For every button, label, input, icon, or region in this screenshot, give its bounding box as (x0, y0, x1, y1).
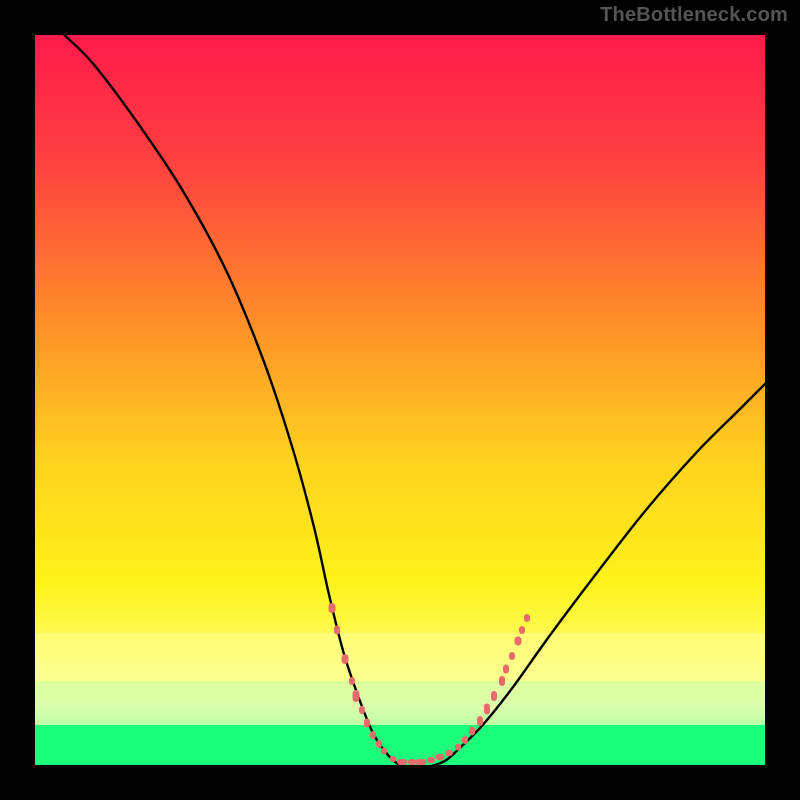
data-marker (342, 654, 349, 664)
data-marker (484, 703, 490, 714)
data-marker (499, 676, 505, 686)
data-marker (334, 625, 340, 634)
data-marker (469, 726, 475, 735)
data-marker (359, 706, 365, 714)
data-marker (349, 677, 355, 685)
data-marker (509, 652, 515, 660)
data-marker (353, 690, 360, 702)
curve-path (64, 35, 767, 767)
data-marker (416, 759, 427, 765)
data-marker (376, 740, 382, 748)
plot-area (33, 33, 767, 767)
data-marker (462, 736, 468, 744)
data-marker (524, 614, 530, 622)
data-marker (455, 743, 461, 750)
attribution-text: TheBottleneck.com (600, 4, 788, 27)
data-marker (436, 754, 445, 760)
data-marker (408, 759, 416, 765)
data-marker (519, 626, 525, 634)
data-marker (329, 603, 336, 613)
data-marker (397, 759, 407, 765)
data-marker (370, 731, 376, 739)
data-marker (514, 637, 521, 646)
data-marker (364, 719, 370, 728)
data-marker (427, 757, 435, 763)
data-marker (381, 748, 387, 755)
data-marker (503, 665, 509, 674)
chart-root: TheBottleneck.com (0, 0, 800, 800)
data-marker (477, 716, 483, 726)
bottleneck-curve (35, 35, 767, 767)
data-marker (390, 756, 397, 762)
data-marker (491, 691, 497, 701)
data-marker (445, 750, 453, 756)
